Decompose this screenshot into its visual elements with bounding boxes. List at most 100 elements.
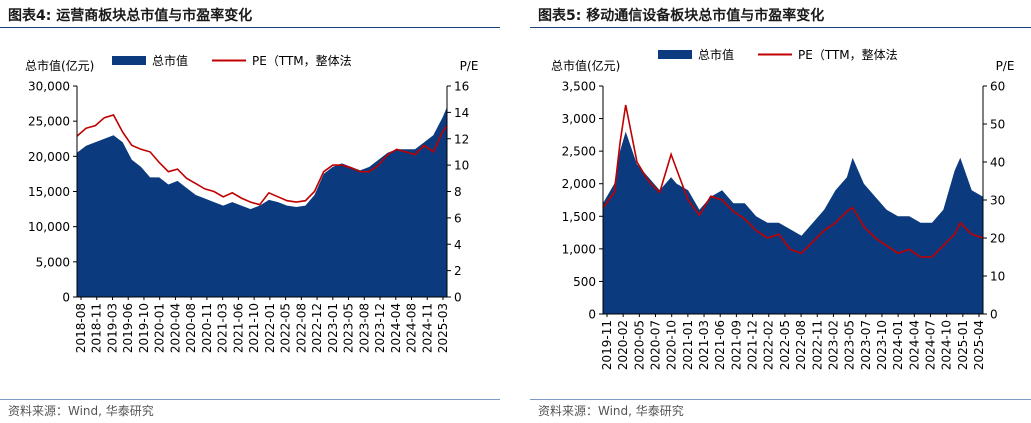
x-tick-label: 2022-01	[263, 303, 277, 353]
y-left-axis-title: 总市值(亿元)	[551, 58, 620, 73]
title-divider	[530, 27, 1031, 28]
x-tick-label: 2022-12	[310, 303, 324, 353]
x-tick-label: 2025-01	[956, 320, 970, 370]
x-tick-label: 2024-11	[420, 303, 434, 353]
y-left-tick-label: 500	[573, 275, 596, 289]
x-tick-label: 2022-08	[294, 303, 308, 353]
chart-panel-right: 图表5: 移动通信设备板块总市值与市盈率变化 0 500 1,000 1,500 2,0…	[530, 0, 1031, 423]
x-tick-label: 2021-01	[681, 320, 695, 370]
y-left-tick-label: 15,000	[28, 185, 70, 199]
y-right-tick-label: 40	[990, 156, 1005, 170]
x-tick-label: 2020-04	[168, 303, 182, 353]
y-left-tick-label: 1,500	[562, 210, 596, 224]
x-tick-label: 2022-08	[794, 320, 808, 370]
x-tick-label: 2023-12	[373, 303, 387, 353]
y-right-axis-title: P/E	[460, 59, 479, 73]
legend-swatch-market-cap	[658, 50, 692, 59]
x-tick-label: 2023-05	[843, 320, 857, 370]
x-tick-label: 2022-02	[762, 320, 776, 370]
y-right-tick-label: 12	[454, 132, 469, 146]
y-left-tick-label: 1,000	[562, 242, 596, 256]
title-divider	[0, 27, 500, 28]
x-tick-label: 2024-07	[923, 320, 937, 370]
x-tick-label: 2023-08	[357, 303, 371, 353]
market-cap-pe-chart: 0 5,000 10,000 15,000 20,000 25,000 30,000 0 2 4 6…	[25, 53, 479, 353]
y-left-axis-title: 总市值(亿元)	[25, 58, 94, 73]
x-tick-label: 2024-04	[907, 320, 921, 370]
source-note: 资料来源：Wind, 华泰研究	[8, 404, 154, 418]
y-left-tick-label: 2,000	[562, 177, 596, 191]
y-left-tick-label: 0	[62, 291, 70, 305]
legend-label-market-cap: 总市值	[152, 53, 188, 68]
source-divider	[530, 399, 1031, 400]
x-tick-label: 2021-10	[247, 303, 261, 353]
y-left-tick-label: 20,000	[28, 150, 70, 164]
pe-line-series	[76, 114, 448, 206]
y-right-tick-label: 6	[454, 211, 462, 225]
x-tick-label: 2024-10	[940, 320, 954, 370]
y-left-tick-label: 10,000	[28, 220, 70, 234]
x-tick-label: 2021-03	[697, 320, 711, 370]
x-tick-label: 2023-01	[326, 303, 340, 353]
x-tick-label: 2020-07	[649, 320, 663, 370]
y-right-tick-label: 30	[990, 194, 1005, 208]
y-right-tick-label: 0	[990, 308, 998, 322]
y-right-tick-label: 4	[454, 238, 462, 252]
x-tick-label: 2021-12	[746, 320, 760, 370]
x-tick-label: 2020-10	[665, 320, 679, 370]
y-right-axis-title: P/E	[996, 59, 1015, 73]
x-tick-label: 2024-01	[891, 320, 905, 370]
market-cap-area-series	[77, 107, 447, 297]
y-left-tick-label: 3,000	[562, 112, 596, 126]
figure-title: 图表4: 运营商板块总市值与市盈率变化	[8, 8, 253, 24]
x-tick-label: 2025-04	[972, 320, 986, 370]
x-tick-label: 2025-03	[436, 303, 450, 353]
y-left-tick-label: 0	[588, 308, 596, 322]
x-tick-label: 2024-04	[389, 303, 403, 353]
x-tick-label: 2022-11	[810, 320, 824, 370]
x-tick-label: 2021-09	[729, 320, 743, 370]
x-tick-label: 2023-07	[859, 320, 873, 370]
y-right-tick-label: 50	[990, 118, 1005, 132]
x-tick-label: 2023-10	[875, 320, 889, 370]
x-tick-label: 2023-05	[342, 303, 356, 353]
y-left-tick-label: 3,500	[562, 80, 596, 94]
figure-title: 图表5: 移动通信设备板块总市值与市盈率变化	[538, 8, 825, 24]
y-right-tick-label: 16	[454, 80, 469, 94]
y-right-tick-label: 14	[454, 106, 469, 120]
x-tick-label: 2022-05	[778, 320, 792, 370]
x-tick-label: 2020-08	[184, 303, 198, 353]
y-right-tick-label: 0	[454, 291, 462, 305]
chart-panel-left: 图表4: 运营商板块总市值与市盈率变化 0 5,000 10,000 15,000 20…	[0, 0, 500, 423]
y-left-tick-label: 2,500	[562, 145, 596, 159]
legend-label-pe: PE（TTM，整体法	[798, 47, 898, 62]
legend-label-market-cap: 总市值	[698, 47, 734, 62]
x-tick-label: 2019-06	[121, 303, 135, 353]
y-right-tick-label: 8	[454, 185, 462, 199]
x-tick-label: 2019-11	[600, 320, 614, 370]
pe-line-series	[602, 104, 984, 258]
y-right-tick-label: 20	[990, 232, 1005, 246]
x-tick-label: 2022-05	[279, 303, 293, 353]
x-tick-label: 2020-11	[200, 303, 214, 353]
x-tick-label: 2018-11	[90, 303, 104, 353]
x-tick-label: 2024-08	[405, 303, 419, 353]
x-tick-label: 2021-03	[216, 303, 230, 353]
y-right-tick-label: 10	[454, 159, 469, 173]
legend-swatch-market-cap	[112, 56, 146, 65]
x-tick-label: 2020-02	[616, 320, 630, 370]
x-tick-label: 2018-08	[74, 303, 88, 353]
y-left-tick-label: 25,000	[28, 115, 70, 129]
legend-label-pe: PE（TTM，整体法	[252, 53, 352, 68]
source-note: 资料来源：Wind, 华泰研究	[538, 404, 684, 418]
y-right-tick-label: 60	[990, 80, 1005, 94]
y-right-tick-label: 2	[454, 264, 462, 278]
y-left-tick-label: 30,000	[28, 80, 70, 94]
y-right-tick-label: 10	[990, 270, 1005, 284]
x-tick-label: 2020-01	[153, 303, 167, 353]
x-tick-label: 2020-05	[632, 320, 646, 370]
y-left-tick-label: 5,000	[36, 255, 70, 269]
market-cap-area-series	[603, 131, 983, 314]
x-tick-label: 2019-03	[105, 303, 119, 353]
x-tick-label: 2021-06	[231, 303, 245, 353]
